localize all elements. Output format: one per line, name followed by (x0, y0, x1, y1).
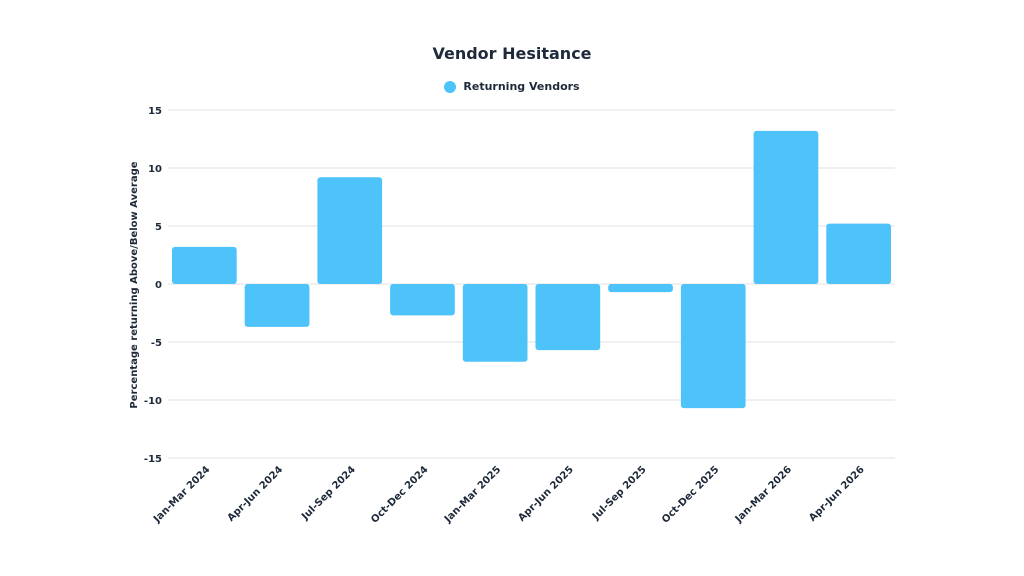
y-axis-ticks: 15 10 5 0 -5 -10 -15 (144, 106, 162, 465)
bar (244, 284, 310, 327)
x-tick-label: Jan-Mar 2024 (151, 464, 212, 525)
bar (826, 223, 892, 284)
x-tick-label: Oct-Dec 2025 (660, 464, 721, 525)
legend-swatch (444, 80, 457, 93)
y-tick-label: -5 (151, 338, 162, 349)
bar (535, 284, 601, 351)
bar (680, 284, 746, 409)
bar (317, 177, 383, 284)
y-tick-label: 15 (148, 106, 162, 117)
y-tick-label: 5 (155, 222, 162, 233)
bar (171, 246, 237, 284)
bars (171, 130, 892, 409)
y-tick-label: 0 (155, 280, 162, 291)
y-tick-label: -15 (144, 454, 162, 465)
chart-title: Vendor Hesitance (432, 44, 592, 63)
x-axis-ticks: Jan-Mar 2024 Apr-Jun 2024 Jul-Sep 2024 Oct-… (151, 464, 867, 525)
legend-label: Returning Vendors (463, 80, 580, 93)
legend: Returning Vendors (0, 80, 1024, 93)
x-tick-label: Jan-Mar 2026 (733, 464, 794, 525)
x-tick-label: Jul-Sep 2025 (590, 464, 649, 523)
bar (462, 284, 528, 362)
bar (753, 130, 819, 284)
bar (608, 284, 673, 293)
x-tick-label: Oct-Dec 2024 (369, 464, 430, 525)
x-tick-label: Jan-Mar 2025 (442, 464, 503, 525)
bar (390, 284, 455, 316)
y-tick-label: 10 (148, 164, 162, 175)
y-axis-title: Percentage returning Above/Below Average (129, 161, 140, 408)
x-tick-label: Jul-Sep 2024 (299, 464, 358, 523)
x-tick-label: Apr-Jun 2024 (226, 464, 286, 524)
y-tick-label: -10 (144, 396, 162, 407)
x-tick-label: Apr-Jun 2026 (807, 464, 867, 524)
x-tick-label: Apr-Jun 2025 (516, 464, 576, 524)
